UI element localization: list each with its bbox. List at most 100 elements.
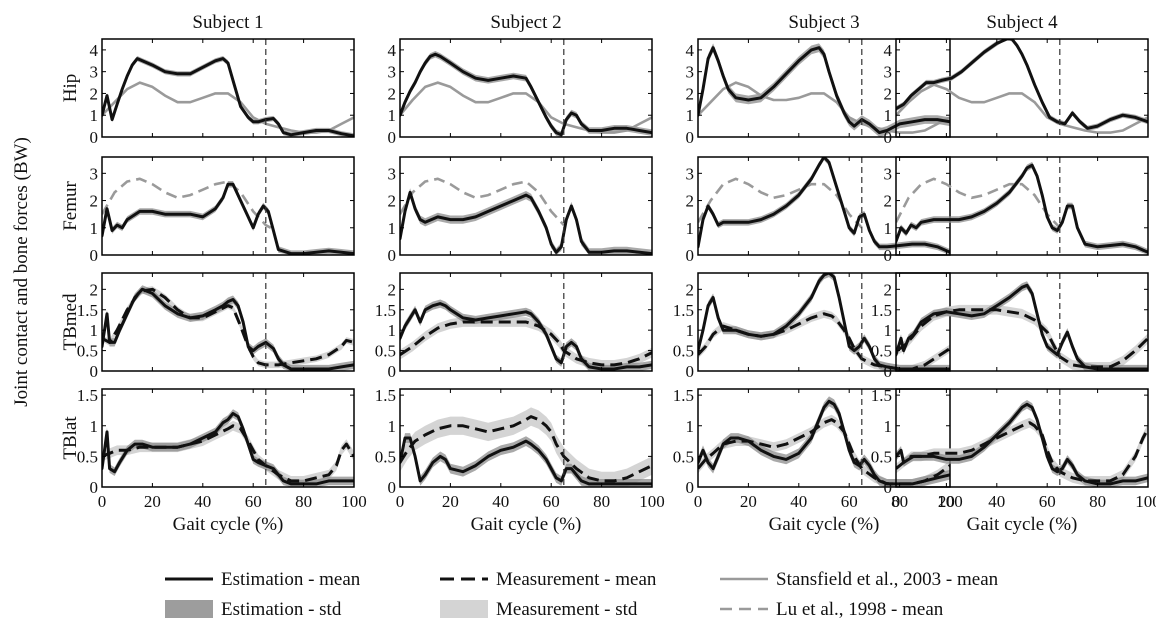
legend-item: Stansfield et al., 2003 - mean: [720, 569, 999, 590]
y-tick-label: 1.5: [375, 301, 396, 320]
plot-area: [698, 396, 950, 487]
y-tick-label: 4: [686, 41, 695, 60]
y-tick-label: 2: [90, 280, 99, 299]
measurement-line: [102, 424, 354, 483]
measurement-line: [102, 287, 354, 367]
legend-label: Measurement - std: [496, 599, 638, 620]
y-tick-label: 0: [388, 362, 397, 381]
panel-frame: [697, 38, 951, 138]
legend: Estimation - mean Measurement - mean Stans…: [165, 569, 999, 620]
y-tick-label: 1: [884, 106, 893, 125]
panel: 00.5 11.5 2: [673, 272, 951, 381]
x-tick-label: 40: [988, 492, 1005, 511]
x-tick-label: 60: [245, 492, 262, 511]
y-tick-label: 1.5: [673, 301, 694, 320]
y-tick-label: 4: [884, 41, 893, 60]
y-tick-label: 2: [90, 192, 99, 211]
panel: 0 1 2 3: [388, 156, 653, 265]
measurement-line: [400, 320, 652, 367]
estimation-std-band: [896, 400, 1148, 487]
panel-frame: [399, 38, 653, 138]
plot-area: [698, 273, 950, 371]
x-tick-label: 20: [740, 492, 757, 511]
x-tick-label: 0: [98, 492, 107, 511]
y-tick-label: 1: [686, 321, 695, 340]
x-tick-label: 20: [938, 492, 955, 511]
panel-frame: [697, 272, 951, 372]
panel-frame: [399, 272, 653, 372]
x-tick-label: 40: [492, 492, 509, 511]
estimation-line: [102, 412, 354, 486]
y-tick-label: 2: [388, 84, 397, 103]
plot-area: [400, 51, 652, 137]
estimation-line: [400, 52, 652, 137]
y-tick-label: 1: [90, 321, 99, 340]
y-tick-label: 3: [388, 63, 397, 82]
measurement-std-band: [400, 317, 652, 370]
x-tick-label: 40: [790, 492, 807, 511]
y-tick-label: 1: [884, 417, 893, 436]
panel: 0 1 2 3: [884, 156, 1149, 265]
reference_solid-line: [102, 81, 354, 134]
y-tick-label: 2: [884, 84, 893, 103]
estimation-line: [896, 402, 1148, 486]
y-tick-label: 2: [686, 84, 695, 103]
x-tick-label: 100: [341, 492, 367, 511]
plot-area: [698, 157, 950, 255]
y-tick-label: 3: [686, 63, 695, 82]
legend-label: Estimation - mean: [221, 569, 361, 590]
reference_dashed-line: [400, 177, 565, 226]
x-axis-label: Gait cycle (%): [173, 514, 284, 535]
plot-area: [400, 177, 652, 255]
y-tick-label: 0: [388, 246, 397, 265]
x-tick-label: 80: [295, 492, 312, 511]
reference_dashed-line: [698, 177, 863, 229]
y-tick-label: 2: [686, 192, 695, 211]
plot-area: [102, 177, 354, 255]
x-tick-label: 80: [1089, 492, 1106, 511]
row-label: TBmed: [60, 293, 81, 350]
plot-area: [896, 39, 1148, 134]
panel-frame: [101, 388, 355, 488]
y-tick-label: 0.5: [375, 342, 396, 361]
estimation-line: [896, 163, 1148, 254]
x-tick-label: 100: [639, 492, 665, 511]
x-tick-label: 80: [593, 492, 610, 511]
panel: 0 1 2 3 4: [388, 38, 653, 147]
x-tick-label: 20: [144, 492, 161, 511]
legend-label: Stansfield et al., 2003 - mean: [776, 569, 999, 590]
y-tick-label: 1.5: [375, 386, 396, 405]
x-axis-label: Gait cycle (%): [967, 514, 1078, 535]
row-label: TBlat: [60, 416, 81, 460]
panel-frame: [895, 156, 1149, 256]
panel-frame: [101, 156, 355, 256]
panel: 0 1 2 3: [90, 156, 355, 265]
estimation-line: [698, 157, 950, 254]
y-tick-label: 0: [884, 128, 893, 147]
y-tick-label: 0: [90, 128, 99, 147]
plot-area: [102, 285, 354, 371]
x-tick-label: 100: [1135, 492, 1156, 511]
y-tick-label: 2: [388, 192, 397, 211]
reference_dashed-line: [896, 177, 1061, 229]
plot-area: [400, 299, 652, 371]
panel-frame: [399, 388, 653, 488]
y-tick-label: 2: [884, 280, 893, 299]
plot-area: [896, 400, 1148, 487]
y-axis-label: Joint contact and bone forces (BW): [11, 137, 32, 407]
reference_solid-line: [400, 81, 652, 134]
y-tick-label: 3: [388, 164, 397, 183]
y-tick-label: 0: [884, 362, 893, 381]
x-tick-label: 60: [1039, 492, 1056, 511]
panel: 00.511.52: [871, 272, 1149, 381]
x-tick-label: 60: [841, 492, 858, 511]
estimation-line: [698, 399, 950, 486]
estimation-line: [102, 182, 354, 255]
y-tick-label: 0.5: [871, 342, 892, 361]
plot-area: [102, 409, 354, 487]
reference_solid-line: [698, 81, 950, 134]
y-tick-label: 0: [388, 128, 397, 147]
